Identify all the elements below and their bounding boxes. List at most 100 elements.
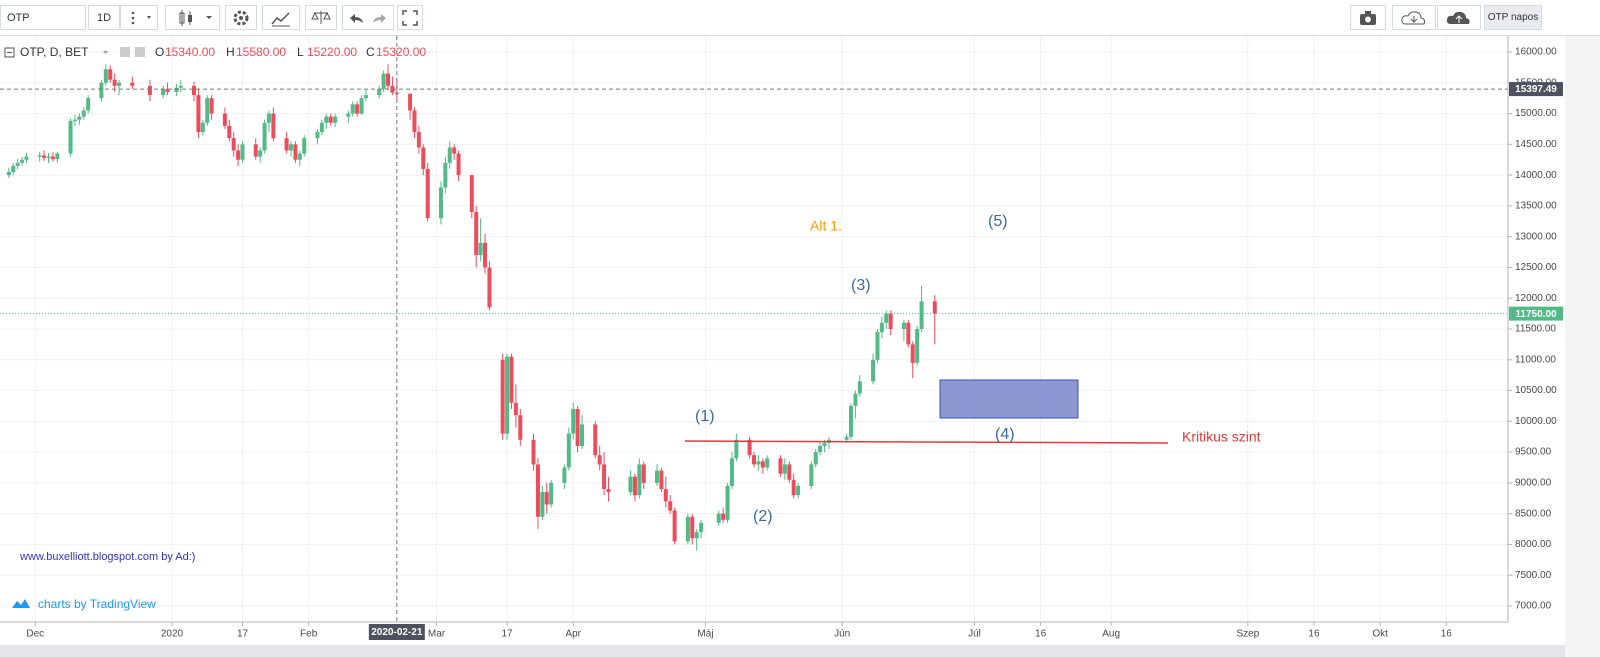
candle-body [632,476,637,496]
interval-button[interactable]: 1D [88,5,120,30]
candle-body [46,156,51,158]
x-tick-label: Szep [1236,629,1259,640]
overlay [0,36,1508,622]
candle-body [346,113,351,117]
compare-button[interactable] [305,5,337,30]
chart-style-button[interactable] [165,5,220,30]
x-tick-label: 16 [1035,629,1047,640]
candle-body [888,313,893,329]
candle-body [377,88,382,96]
candle-body [328,116,333,123]
candle-body [284,138,289,151]
candle-body [809,464,814,486]
interval-menu[interactable] [120,5,158,30]
x-tick-label: Apr [565,629,581,640]
x-tick-label: Feb [300,629,318,640]
toolbar: OTP 1D OTP napos [0,0,1600,36]
candle-body [240,144,245,160]
candle-body [86,98,91,111]
candle-body [262,122,267,151]
candle-body [99,82,104,99]
candle-body [443,162,448,188]
candle-body [68,120,73,154]
candle-body [518,415,523,440]
symbol-input[interactable]: OTP [0,5,86,30]
series-title: OTP, D, BET [20,45,89,59]
candle-body [602,464,607,490]
last-price-label: 11750.00 [1515,309,1557,320]
gear-icon [233,10,249,25]
collapse-icon[interactable] [4,47,15,58]
candle-body [690,516,695,539]
eye-icon[interactable] [120,47,130,57]
last-price-box [1509,306,1563,321]
fullscreen-button[interactable] [397,5,423,30]
candle-body [50,156,55,160]
crosshair-date-label: 2020-02-21 [371,627,423,638]
candle-body [196,95,201,133]
candle-body [174,87,179,93]
save-button[interactable] [1437,5,1481,30]
candle-body [685,516,690,542]
candle-body [289,144,294,151]
candle-body [778,458,783,474]
candle-body [641,464,646,483]
candle-body [209,98,214,114]
candle-body [549,482,554,505]
undo-redo[interactable] [342,5,394,30]
candle-body [932,301,937,314]
candle-body [879,322,884,333]
legend-key: L [297,45,304,59]
candle-body [319,122,324,133]
candle-body [884,313,889,323]
legend-value: 15320.00 [376,45,426,59]
snapshot-button[interactable] [1350,5,1386,30]
candle-body [910,344,915,363]
load-button[interactable] [1392,5,1436,30]
settings-button[interactable] [225,5,257,30]
candle-body [231,138,236,151]
x-tick-label: 16 [1441,629,1453,640]
candle-body [258,150,263,157]
candle-body [822,442,827,446]
candle-body [117,82,122,86]
candle-body [818,445,823,453]
x-tick-label: Aug [1102,629,1120,640]
candle-body [540,492,545,517]
candle-body [236,150,241,160]
candle-body [130,82,135,86]
candle-body [205,98,210,123]
candle-body [408,93,413,111]
candle-body [15,162,20,166]
candle-body [628,476,633,493]
right-margin [1565,36,1600,657]
candle-body [752,455,756,465]
candle-body [765,458,770,468]
wave-label: (5) [988,213,1008,230]
title-menu[interactable] [103,51,108,54]
candle-body [474,212,479,256]
watermark: www.buxelliott.blogspot.com by Ad:) [19,551,195,563]
x-tick-label: Máj [697,629,713,640]
settings-icon[interactable] [135,47,145,57]
candle-body [452,147,457,154]
candle-body [694,532,699,539]
watermark: charts by TradingView [38,597,156,611]
candle-body [659,470,664,490]
candle-body [505,356,510,434]
crosshair-price-box [1509,82,1563,97]
legend-value: 15580.00 [236,45,286,59]
candle-body [875,332,880,360]
candle-body [438,187,443,219]
candle-body [178,85,183,88]
candle-body [333,116,338,123]
y-tick-label: 13000.00 [1515,231,1557,242]
y-tick-label: 14500.00 [1515,139,1557,150]
layout-button[interactable]: OTP napos [1484,5,1542,30]
cloud-up-icon [1446,11,1470,24]
annotation: Kritikus szint [1182,429,1261,445]
candle-body [55,153,60,160]
candle-body [787,464,792,480]
indicators-button[interactable] [262,5,300,30]
candle-body [37,155,42,157]
